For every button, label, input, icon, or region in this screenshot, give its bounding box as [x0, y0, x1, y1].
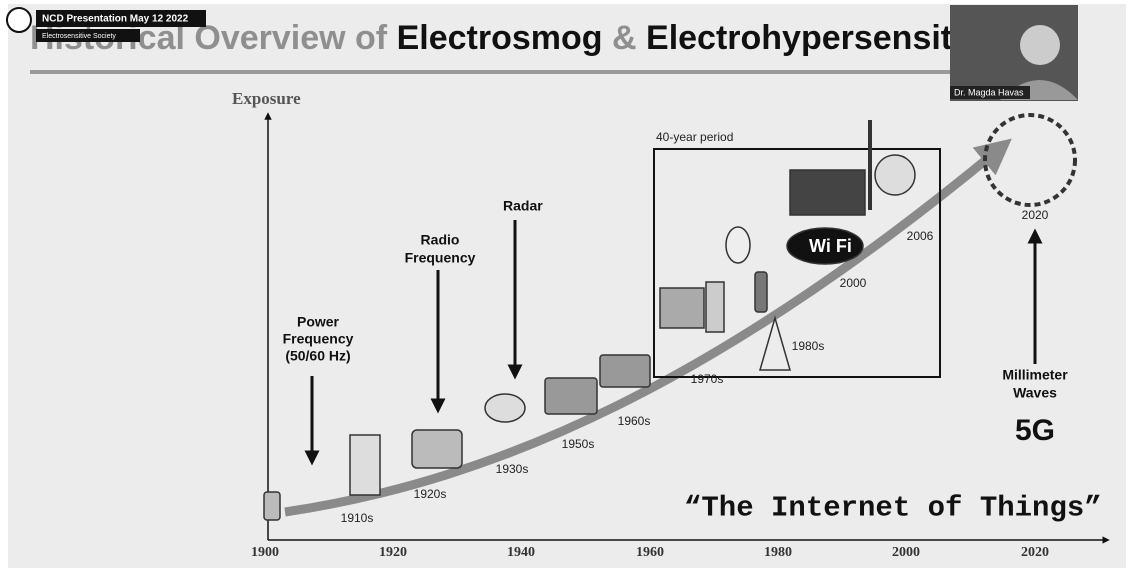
radio-icon — [412, 430, 462, 468]
year-label: 1980 — [764, 545, 792, 560]
radar-label: Radar — [503, 198, 543, 214]
year-label: 1940 — [507, 545, 535, 560]
period-label: 40-year period — [656, 130, 733, 144]
phone-icon — [755, 272, 767, 312]
year-label: 1960 — [636, 545, 664, 560]
annotation: (50/60 Hz) — [285, 348, 350, 364]
microwave-icon — [600, 355, 650, 387]
meter-icon — [875, 155, 915, 195]
bulb-icon — [726, 227, 750, 263]
era-label: 2000 — [840, 276, 867, 290]
five-g: 5G — [1015, 414, 1055, 447]
era-label: 1930s — [496, 462, 529, 476]
era-label: 1920s — [414, 487, 447, 501]
year-label: 1920 — [379, 545, 407, 560]
tower-icon — [706, 282, 724, 332]
page: {"meeting": {"title": "NCD Presentation … — [0, 0, 1130, 574]
speaker-name: Dr. Magda Havas — [954, 87, 1024, 97]
title-part: & — [612, 19, 637, 57]
computer-icon — [660, 288, 704, 328]
wifi-text: Wi Fi — [809, 236, 852, 256]
annotation: Radio — [421, 232, 460, 248]
annotation: Millimeter — [1002, 367, 1068, 383]
screen: Historical Overview of Electrosmog & Ele… — [0, 0, 1130, 574]
y-axis-label: Exposure — [232, 89, 301, 108]
era-label: 1910s — [341, 511, 374, 525]
era-label: 1980s — [792, 339, 825, 353]
era-label: 2006 — [907, 229, 934, 243]
solar-icon — [790, 170, 865, 215]
year-label: 2020 — [1021, 545, 1049, 560]
annotation: Power — [297, 314, 340, 330]
era-label: 2020 — [1022, 208, 1049, 222]
speaker-head — [1020, 25, 1060, 65]
year-label: 2000 — [892, 545, 920, 560]
title-part: Electrosmog — [397, 19, 603, 57]
meeting-title: NCD Presentation May 12 2022 — [42, 14, 189, 25]
era-label: 1960s — [618, 414, 651, 428]
outlet-icon — [264, 492, 280, 520]
radar-icon — [485, 394, 525, 422]
era-label: 1950s — [562, 437, 595, 451]
era-label: 1970s — [691, 372, 724, 386]
switchboard-icon — [350, 435, 380, 495]
meeting-logo — [7, 8, 31, 32]
annotation: Waves — [1013, 385, 1057, 401]
meeting-subtitle: Electrosensitive Society — [42, 33, 116, 40]
annotation: Frequency — [283, 331, 354, 347]
annotation: Frequency — [405, 250, 476, 266]
year-label: 1900 — [251, 545, 279, 560]
tv-icon — [545, 378, 597, 414]
iot-label: “The Internet of Things” — [684, 492, 1102, 525]
